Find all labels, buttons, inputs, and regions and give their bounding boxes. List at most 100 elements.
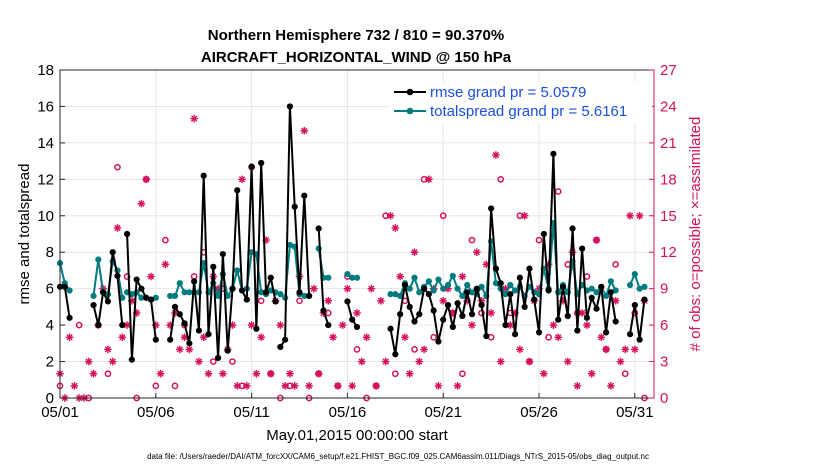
- obs-assimilated-marker: [185, 345, 194, 354]
- obs-assimilated-stroke: [310, 285, 318, 292]
- totalspread-point: [171, 292, 179, 300]
- rmse-point: [248, 163, 255, 170]
- y-right-tick-label: 27: [660, 62, 677, 79]
- rmse-point: [296, 289, 303, 296]
- obs-assimilated-marker: [626, 211, 634, 220]
- rmse-point: [483, 332, 490, 340]
- obs-assimilated-marker: [631, 345, 639, 354]
- x-tick-label: 05/31: [616, 404, 654, 421]
- totalspread-point: [631, 270, 638, 278]
- legend: rmse grand pr = 5.0579 totalspread grand…: [390, 82, 652, 124]
- obs-assimilated-marker: [104, 345, 112, 354]
- totalspread-point: [478, 283, 485, 290]
- obs-assimilated-marker: [516, 345, 524, 354]
- obs-assimilated-marker: [362, 333, 371, 342]
- obs-assimilated-marker: [348, 382, 357, 390]
- totalspread-point: [392, 291, 399, 298]
- totalspread-point: [353, 274, 361, 281]
- rmse-point: [516, 274, 523, 281]
- rmse-series: [56, 103, 648, 363]
- obs-assimilated-stroke: [358, 358, 365, 365]
- obs-assimilated-stroke: [109, 358, 116, 365]
- totalspread-point: [593, 289, 600, 296]
- rmse-point: [286, 103, 294, 110]
- legend-box: [390, 82, 652, 124]
- y-right-tick-label: 3: [660, 354, 668, 371]
- x-tick-label: 05/06: [137, 404, 175, 421]
- obs-assimilated-marker: [472, 248, 481, 257]
- obs-assimilated-marker: [137, 199, 146, 208]
- obs-assimilated-stroke: [248, 321, 255, 329]
- obs-assimilated-marker: [568, 248, 577, 257]
- obs-possible-marker: [104, 370, 112, 378]
- rmse-point: [555, 316, 562, 323]
- x-tick-label: 05/21: [424, 404, 462, 421]
- obs-assimilated-marker: [391, 224, 400, 232]
- obs-assimilated-marker: [276, 321, 285, 329]
- rmse-point: [90, 301, 97, 309]
- rmse-point: [167, 336, 174, 343]
- rmse-point: [492, 265, 500, 272]
- chart-subtitle: AIRCRAFT_HORIZONTAL_WIND @ 150 hPa: [201, 49, 512, 66]
- rmse-point: [588, 294, 595, 301]
- rmse-point: [607, 289, 614, 296]
- obs-assimilated-stroke: [502, 285, 509, 292]
- rmse-point: [205, 331, 212, 338]
- rmse-point: [583, 314, 591, 321]
- obs-assimilated-marker: [89, 369, 98, 378]
- totalspread-point: [454, 285, 461, 292]
- obs-assimilated-marker: [607, 382, 615, 390]
- obs-assimilated-marker: [195, 357, 203, 366]
- obs-possible-marker: [229, 358, 236, 365]
- rmse-point: [66, 314, 73, 321]
- obs-assimilated-stroke: [612, 297, 619, 304]
- rmse-point: [301, 192, 308, 199]
- x-tick-label: 05/01: [41, 404, 79, 421]
- rmse-point: [267, 274, 274, 281]
- obs-possible-marker: [353, 346, 361, 353]
- obs-assimilated-stroke: [344, 285, 351, 292]
- obs-assimilated-marker: [597, 333, 606, 342]
- obs-assimilated-stroke: [626, 212, 634, 219]
- rmse-point: [397, 311, 404, 318]
- obs-assimilated-marker: [233, 382, 242, 390]
- y-tick-label: 2: [46, 354, 54, 371]
- rmse-point: [133, 276, 140, 283]
- obs-assimilated-marker: [314, 369, 323, 378]
- obs-possible-marker: [430, 333, 437, 341]
- rmse-point: [626, 331, 634, 338]
- rmse-point: [100, 289, 107, 296]
- rmse-point: [550, 150, 557, 157]
- obs-assimilated-marker: [219, 369, 227, 378]
- totalspread-point: [588, 285, 595, 292]
- obs-assimilated-stroke: [200, 334, 207, 341]
- obs-possible-marker: [535, 236, 543, 244]
- rmse-point: [114, 272, 121, 280]
- rmse-point: [545, 287, 552, 294]
- obs-assimilated-marker: [372, 382, 380, 390]
- obs-assimilated-stroke: [325, 297, 332, 304]
- obs-assimilated-marker: [156, 369, 165, 378]
- obs-assimilated-stroke: [425, 176, 433, 183]
- rmse-point: [473, 285, 480, 292]
- obs-assimilated-stroke: [90, 370, 97, 377]
- obs-possible-marker: [162, 236, 169, 244]
- rmse-point: [349, 316, 356, 323]
- rmse-point: [123, 230, 131, 238]
- x-axis-label: May.01,2015 00:00:00 start: [266, 427, 448, 444]
- totalspread-point: [186, 289, 193, 296]
- rmse-point: [219, 250, 226, 258]
- y-right-tick-label: 15: [660, 208, 677, 225]
- totalspread-point: [444, 281, 452, 289]
- obs-assimilated-marker: [357, 357, 366, 366]
- obs-assimilated-stroke: [143, 176, 150, 183]
- obs-assimilated-stroke: [401, 334, 409, 341]
- obs-possible-marker: [391, 370, 399, 378]
- obs-assimilated-stroke: [636, 212, 643, 219]
- obs-assimilated-stroke: [440, 297, 447, 304]
- obs-assimilated-marker: [563, 357, 572, 366]
- rmse-point: [315, 225, 322, 232]
- obs-assimilated-marker: [65, 333, 74, 342]
- obs-assimilated-marker: [367, 284, 376, 293]
- rmse-point: [138, 285, 145, 292]
